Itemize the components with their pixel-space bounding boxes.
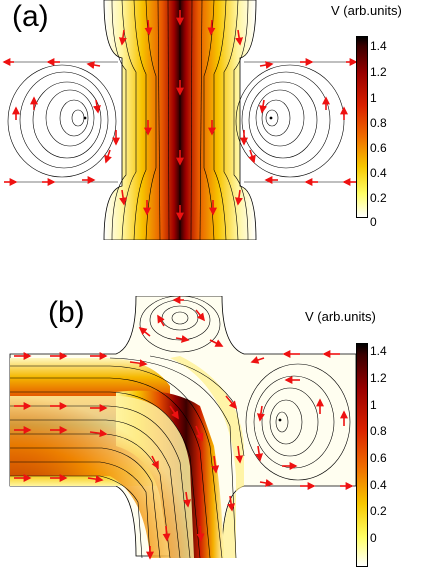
cb-tick: 0 bbox=[370, 215, 377, 229]
panel-b-flow-plot bbox=[9, 296, 357, 560]
panel-a-arrows bbox=[2, 10, 358, 221]
cb-tick: 1 bbox=[370, 91, 377, 105]
cb-tick: 0.8 bbox=[370, 424, 387, 438]
panel-b-arrows bbox=[14, 296, 354, 560]
panel-b-colorbar bbox=[356, 343, 368, 567]
cb-tick: 1.4 bbox=[370, 39, 387, 53]
cb-tick: 1 bbox=[370, 398, 377, 412]
cb-tick: 0 bbox=[370, 531, 377, 545]
panel-a-flow-plot bbox=[2, 0, 358, 240]
panel-a-right-channel bbox=[240, 58, 356, 186]
cb-tick: 0.6 bbox=[370, 141, 387, 155]
panel-a-colorbar bbox=[356, 36, 368, 218]
cb-tick: 0.2 bbox=[370, 504, 387, 518]
cb-tick: 1.2 bbox=[370, 65, 387, 79]
cb-tick: 1.2 bbox=[370, 371, 387, 385]
cb-tick: 0.4 bbox=[370, 478, 387, 492]
cb-tick: 1.4 bbox=[370, 344, 387, 358]
panel-a-left-channel bbox=[4, 58, 122, 186]
panel-b-label: (b) bbox=[48, 296, 85, 329]
panel-a-label: (a) bbox=[12, 0, 49, 33]
cb-tick: 0.4 bbox=[370, 166, 387, 180]
panel-b-colorbar-title: V (arb.units) bbox=[305, 309, 376, 324]
cb-tick: 0.2 bbox=[370, 191, 387, 205]
cb-tick: 0.6 bbox=[370, 451, 387, 465]
cb-tick: 0.8 bbox=[370, 116, 387, 130]
panel-a-left-vortex bbox=[4, 61, 118, 183]
panel-a-colorbar-title: V (arb.units) bbox=[331, 3, 402, 18]
